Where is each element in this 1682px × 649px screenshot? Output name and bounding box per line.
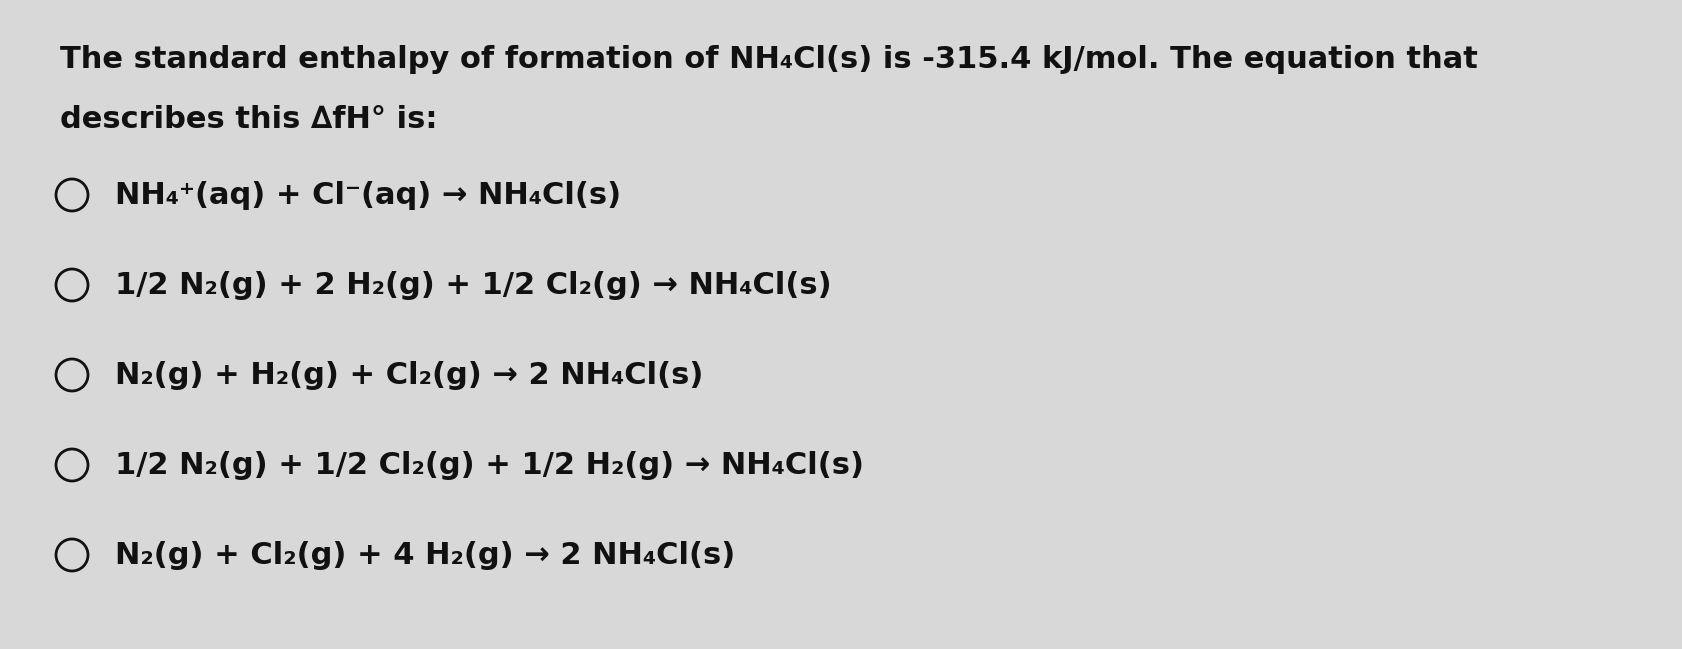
Text: N₂(g) + H₂(g) + Cl₂(g) → 2 NH₄Cl(s): N₂(g) + H₂(g) + Cl₂(g) → 2 NH₄Cl(s) [114,360,703,389]
Text: N₂(g) + Cl₂(g) + 4 H₂(g) → 2 NH₄Cl(s): N₂(g) + Cl₂(g) + 4 H₂(g) → 2 NH₄Cl(s) [114,541,735,570]
Text: The standard enthalpy of formation of NH₄Cl(s) is -315.4 kJ/mol. The equation th: The standard enthalpy of formation of NH… [61,45,1477,74]
Text: NH₄⁺(aq) + Cl⁻(aq) → NH₄Cl(s): NH₄⁺(aq) + Cl⁻(aq) → NH₄Cl(s) [114,180,621,210]
Text: 1/2 N₂(g) + 1/2 Cl₂(g) + 1/2 H₂(g) → NH₄Cl(s): 1/2 N₂(g) + 1/2 Cl₂(g) + 1/2 H₂(g) → NH₄… [114,450,863,480]
Text: 1/2 N₂(g) + 2 H₂(g) + 1/2 Cl₂(g) → NH₄Cl(s): 1/2 N₂(g) + 2 H₂(g) + 1/2 Cl₂(g) → NH₄Cl… [114,271,831,299]
Text: describes this ∆fH° is:: describes this ∆fH° is: [61,105,437,134]
